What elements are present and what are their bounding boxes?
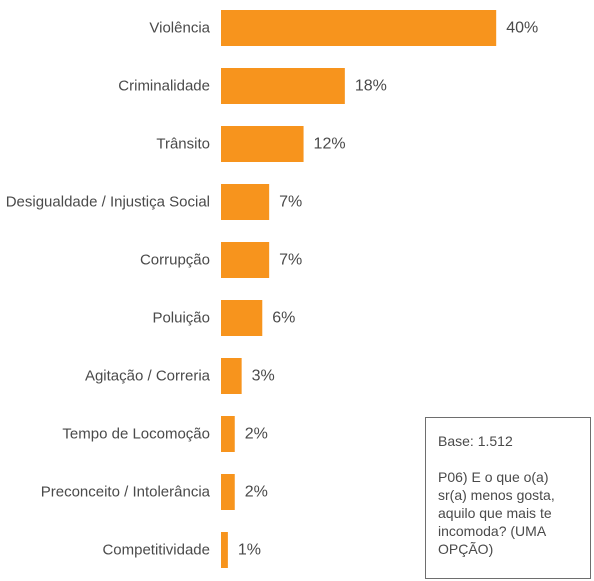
question-text: P06) E o que o(a) sr(a) menos gosta, aqu… [438,469,555,557]
bar [221,532,228,568]
bar [221,68,345,104]
category-label: Poluição [152,310,210,327]
bar [221,126,304,162]
category-label: Competitividade [102,542,210,559]
value-label: 7% [279,194,302,211]
bar [221,10,497,46]
category-label: Corrupção [140,252,210,269]
base-note-box: Base: 1.512 P06) E o que o(a) sr(a) meno… [425,417,591,579]
value-label: 7% [279,252,302,269]
bar [221,242,270,278]
value-label: 18% [355,78,387,95]
value-label: 12% [314,136,346,153]
category-label: Trânsito [156,136,210,153]
value-label: 3% [252,368,275,385]
bar [221,184,270,220]
bar [221,474,235,510]
bar [221,300,263,336]
bar [221,358,242,394]
category-label: Preconceito / Intolerância [41,484,211,501]
value-label: 2% [245,426,268,443]
bar [221,416,235,452]
base-count: Base: 1.512 [438,433,513,449]
category-label: Desigualdade / Injustiça Social [6,194,210,211]
value-label: 1% [238,542,261,559]
category-label: Violência [149,20,210,37]
value-label: 40% [506,20,538,37]
value-label: 2% [245,484,268,501]
category-label: Criminalidade [118,78,210,95]
category-label: Agitação / Correria [85,368,211,385]
category-label: Tempo de Locomoção [62,426,210,443]
value-label: 6% [272,310,295,327]
